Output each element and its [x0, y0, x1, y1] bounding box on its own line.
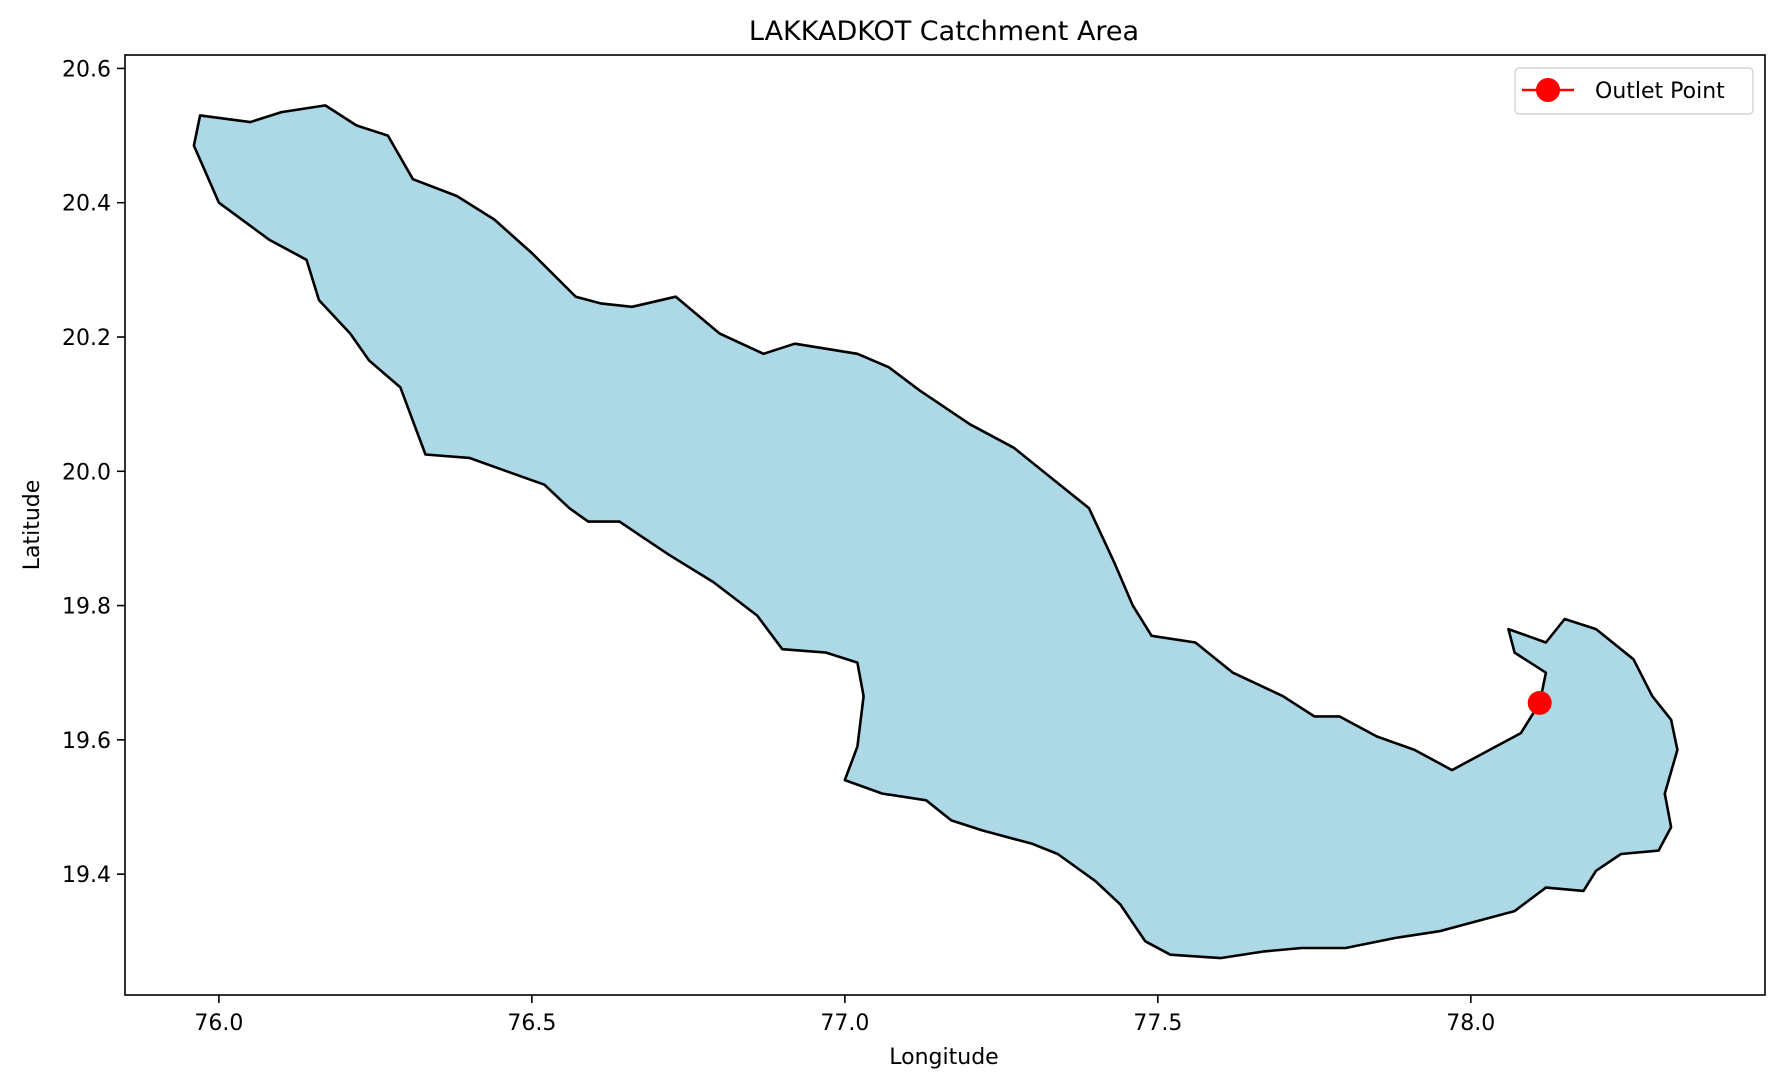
x-axis-ticks: 76.0 76.5 77.0 77.5 78.0	[194, 995, 1495, 1036]
y-tick-label: 19.8	[62, 595, 111, 620]
x-axis-label: Longitude	[889, 1045, 998, 1070]
x-tick-label: 76.0	[194, 1011, 243, 1036]
plot-frame	[124, 54, 1766, 996]
x-tick-label: 77.0	[820, 1011, 869, 1036]
x-tick-label: 76.5	[507, 1011, 556, 1036]
y-axis-ticks: 19.4 19.6 19.8 20.0 20.2 20.4 20.6	[62, 57, 125, 888]
y-axis-label: Latitude	[20, 480, 45, 571]
y-tick-label: 19.6	[62, 729, 111, 754]
legend: Outlet Point	[1514, 67, 1754, 115]
legend-outlet-marker	[1536, 78, 1560, 102]
legend-box	[1514, 67, 1754, 115]
y-tick-label: 19.4	[62, 863, 111, 888]
x-tick-label: 78.0	[1446, 1011, 1495, 1036]
plot-area	[192, 104, 1679, 960]
outlet-point-marker	[1527, 690, 1552, 715]
y-tick-label: 20.4	[62, 192, 111, 217]
y-tick-label: 20.2	[62, 326, 111, 351]
y-tick-label: 20.0	[62, 460, 111, 485]
legend-label-outlet-point: Outlet Point	[1595, 79, 1725, 104]
catchment-polygon	[192, 104, 1679, 960]
y-tick-label: 20.6	[62, 57, 111, 82]
chart-title: LAKKADKOT Catchment Area	[749, 16, 1139, 47]
x-tick-label: 77.5	[1133, 1011, 1182, 1036]
